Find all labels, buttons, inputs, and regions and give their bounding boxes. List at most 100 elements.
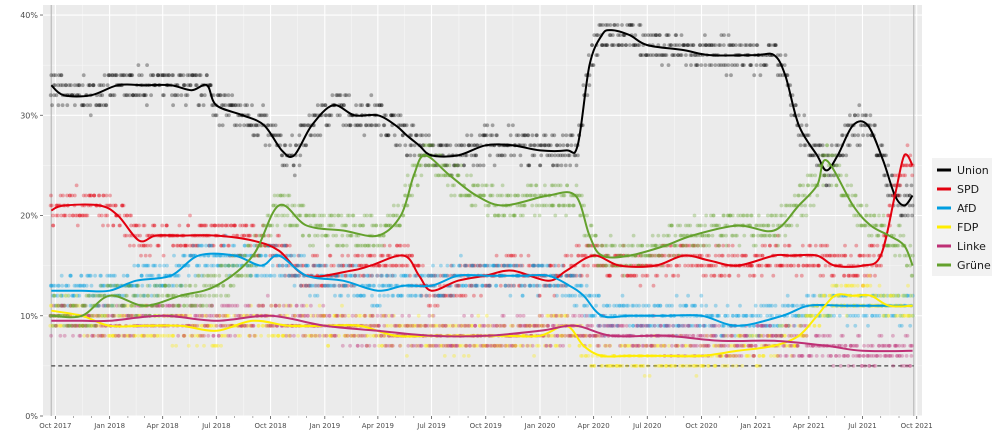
- poll-dot: [149, 244, 153, 248]
- poll-dot: [75, 184, 79, 188]
- poll-dot: [98, 274, 102, 278]
- poll-dot: [714, 254, 718, 258]
- poll-dot: [838, 314, 842, 318]
- poll-dot: [265, 113, 269, 117]
- poll-dot: [149, 93, 153, 97]
- poll-dot: [183, 83, 187, 87]
- poll-dot: [321, 264, 325, 268]
- poll-dot: [804, 143, 808, 147]
- poll-dot: [271, 264, 275, 268]
- poll-dot: [883, 314, 887, 318]
- poll-dot: [256, 274, 260, 278]
- poll-dot: [704, 274, 708, 278]
- poll-dot: [379, 274, 383, 278]
- poll-dot: [464, 284, 468, 288]
- poll-dot: [122, 204, 126, 208]
- poll-dot: [325, 264, 329, 268]
- poll-dot: [259, 334, 263, 338]
- poll-dot: [406, 344, 410, 348]
- poll-dot: [795, 274, 799, 278]
- poll-dot: [158, 264, 162, 268]
- poll-dot: [669, 264, 673, 268]
- poll-dot: [412, 123, 416, 127]
- poll-dot: [92, 194, 96, 198]
- poll-dot: [646, 364, 650, 368]
- poll-dot: [342, 103, 346, 107]
- poll-dot: [611, 364, 615, 368]
- poll-dot: [685, 304, 689, 308]
- poll-dot: [503, 154, 507, 158]
- poll-dot: [393, 274, 397, 278]
- poll-dot: [834, 284, 838, 288]
- poll-dot: [268, 274, 272, 278]
- poll-dot: [575, 304, 579, 308]
- poll-dot: [780, 264, 784, 268]
- poll-dot: [172, 244, 176, 248]
- poll-dot: [585, 284, 589, 288]
- poll-dot: [382, 334, 386, 338]
- poll-dot: [294, 143, 298, 147]
- poll-dot: [212, 264, 216, 268]
- poll-dot: [565, 274, 569, 278]
- poll-dot: [61, 103, 65, 107]
- poll-dot: [544, 284, 548, 288]
- poll-dot: [703, 33, 707, 37]
- poll-dot: [832, 274, 836, 278]
- poll-dot: [839, 284, 843, 288]
- poll-dot: [165, 224, 169, 228]
- poll-dot: [88, 103, 92, 107]
- poll-dot: [722, 43, 726, 47]
- poll-dot: [600, 364, 604, 368]
- poll-dot: [727, 254, 731, 258]
- poll-dot: [728, 274, 732, 278]
- poll-dot: [273, 274, 277, 278]
- poll-dot: [59, 294, 63, 298]
- poll-dot: [499, 284, 503, 288]
- poll-dot: [583, 264, 587, 268]
- poll-dot: [90, 284, 94, 288]
- poll-dot: [82, 73, 86, 77]
- poll-dot: [256, 133, 260, 137]
- poll-dot: [218, 314, 222, 318]
- poll-dot: [468, 344, 472, 348]
- poll-dot: [844, 154, 848, 158]
- poll-dot: [406, 264, 410, 268]
- poll-dot: [735, 63, 739, 67]
- poll-dot: [471, 264, 475, 268]
- poll-dot: [671, 274, 675, 278]
- poll-dot: [678, 304, 682, 308]
- poll-dot: [905, 184, 909, 188]
- poll-dot: [176, 93, 180, 97]
- poll-dot: [204, 224, 208, 228]
- poll-dot: [365, 274, 369, 278]
- poll-dot: [872, 123, 876, 127]
- poll-dot: [195, 344, 199, 348]
- poll-dot: [642, 364, 646, 368]
- poll-dot: [101, 224, 105, 228]
- poll-dot: [436, 274, 440, 278]
- poll-dot: [858, 143, 862, 147]
- poll-dot: [862, 254, 866, 258]
- poll-dot: [105, 194, 109, 198]
- poll-dot: [145, 63, 149, 67]
- poll-dot: [800, 274, 804, 278]
- poll-dot: [466, 324, 470, 328]
- poll-dot: [202, 103, 206, 107]
- poll-dot: [710, 63, 714, 67]
- poll-dot: [472, 294, 476, 298]
- poll-dot: [75, 294, 79, 298]
- poll-dot: [326, 344, 330, 348]
- poll-dot: [713, 43, 717, 47]
- poll-dot: [472, 164, 476, 168]
- poll-dot: [892, 294, 896, 298]
- poll-dot: [338, 113, 342, 117]
- poll-dot: [298, 154, 302, 158]
- poll-dot: [734, 43, 738, 47]
- poll-dot: [462, 314, 466, 318]
- poll-dot: [476, 284, 480, 288]
- poll-dot: [308, 133, 312, 137]
- poll-dot: [748, 274, 752, 278]
- poll-dot: [137, 63, 141, 67]
- poll-dot: [465, 133, 469, 137]
- poll-dot: [375, 274, 379, 278]
